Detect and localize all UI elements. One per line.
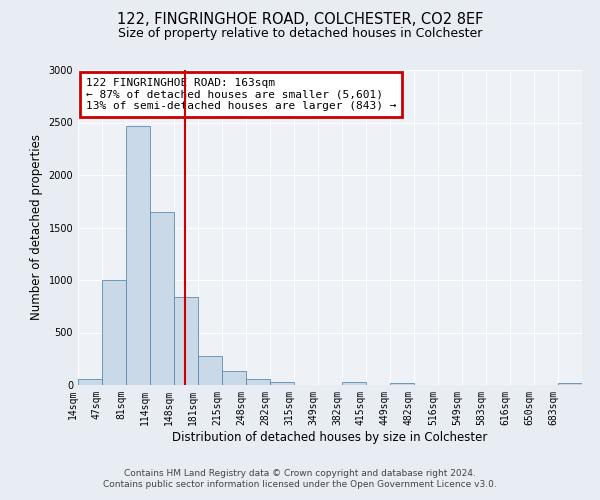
Text: Contains public sector information licensed under the Open Government Licence v3: Contains public sector information licen… [103, 480, 497, 489]
Bar [222, 372, 246, 385]
Bar [174, 297, 198, 385]
Bar [102, 280, 126, 385]
Bar [390, 383, 414, 385]
Y-axis label: Number of detached properties: Number of detached properties [30, 134, 43, 320]
Bar [78, 379, 102, 385]
Text: 122 FINGRINGHOE ROAD: 163sqm
← 87% of detached houses are smaller (5,601)
13% of: 122 FINGRINGHOE ROAD: 163sqm ← 87% of de… [86, 78, 396, 111]
Bar [150, 212, 174, 385]
Bar [270, 382, 294, 385]
Text: 122, FINGRINGHOE ROAD, COLCHESTER, CO2 8EF: 122, FINGRINGHOE ROAD, COLCHESTER, CO2 8… [117, 12, 483, 28]
Bar [126, 126, 150, 385]
Text: Contains HM Land Registry data © Crown copyright and database right 2024.: Contains HM Land Registry data © Crown c… [124, 468, 476, 477]
Bar [342, 382, 366, 385]
X-axis label: Distribution of detached houses by size in Colchester: Distribution of detached houses by size … [172, 430, 488, 444]
Bar [198, 356, 222, 385]
Bar [246, 379, 270, 385]
Bar [558, 383, 582, 385]
Text: Size of property relative to detached houses in Colchester: Size of property relative to detached ho… [118, 28, 482, 40]
